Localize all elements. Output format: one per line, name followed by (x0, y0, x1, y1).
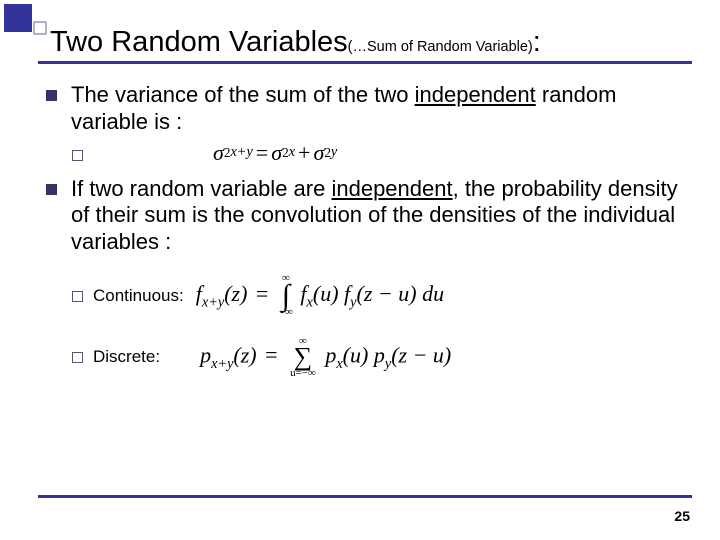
sub-y: y (331, 144, 337, 161)
sup-2: 2 (282, 145, 289, 161)
sum-lower: u=−∞ (290, 368, 316, 378)
bullet-2-pre: If two random variable are (71, 176, 331, 201)
deco-big-square (4, 4, 32, 32)
equals: = (262, 342, 280, 367)
p: p (200, 342, 211, 367)
title-underline-rule (38, 61, 692, 64)
title-subtitle: (…Sum of Random Variable) (348, 39, 533, 55)
bottom-rule (38, 495, 692, 498)
continuous-label: Continuous: (93, 286, 184, 306)
bullet-2: If two random variable are independent, … (46, 176, 684, 256)
int-symbol: ∫ (282, 284, 290, 308)
title-main: Two Random Variables (50, 26, 348, 58)
hollow-bullet-icon (72, 352, 83, 363)
bullet-1: The variance of the sum of the two indep… (46, 82, 684, 136)
equals: = (253, 140, 271, 166)
arg-zmu: (z − u) (357, 281, 417, 306)
arg-zmu: (z − u) (391, 342, 451, 367)
sup-2: 2 (324, 145, 331, 161)
variance-formula: σ2x+y = σ2x + σ2y (213, 140, 337, 166)
arg-z: (z) (224, 281, 247, 306)
deco-small-square (34, 22, 46, 34)
continuous-formula: fx+y(z) = ∞ ∫ −∞ fx(u) fy(z − u) du (196, 274, 444, 318)
sub-xy: x+y (230, 144, 252, 161)
bullet-square-icon (46, 90, 57, 101)
int-lower: −∞ (279, 308, 293, 318)
du: du (422, 281, 444, 306)
discrete-label: Discrete: (93, 347, 160, 367)
discrete-row: Discrete: px+y(z) = ∞ ∑ u=−∞ px(u) py(z … (72, 336, 684, 379)
hollow-bullet-icon (72, 150, 83, 161)
continuous-row: Continuous: fx+y(z) = ∞ ∫ −∞ fx(u) fy(z … (72, 274, 684, 318)
discrete-formula: px+y(z) = ∞ ∑ u=−∞ px(u) py(z − u) (200, 336, 451, 379)
arg-u: (u) (343, 342, 369, 367)
p: p (374, 342, 385, 367)
sigma: σ (213, 140, 224, 166)
integral-icon: ∞ ∫ −∞ (279, 274, 293, 318)
title-colon: : (533, 26, 541, 58)
page-number: 25 (674, 508, 690, 524)
bullet-2-underlined: independent (331, 176, 452, 201)
slide-title: Two Random Variables(…Sum of Random Vari… (50, 26, 684, 59)
sigma: σ (271, 140, 282, 166)
variance-formula-row: σ2x+y = σ2x + σ2y (72, 142, 684, 170)
bullet-square-icon (46, 184, 57, 195)
bullet-1-text: The variance of the sum of the two indep… (71, 82, 684, 136)
bullet-2-text: If two random variable are independent, … (71, 176, 684, 256)
arg-u: (u) (313, 281, 339, 306)
arg-z: (z) (233, 342, 256, 367)
bullet-1-underlined: independent (415, 82, 536, 107)
sub-xy: x+y (202, 294, 224, 310)
p: p (325, 342, 336, 367)
summation-icon: ∞ ∑ u=−∞ (290, 336, 316, 379)
sigma: σ (313, 140, 324, 166)
plus: + (295, 140, 313, 166)
corner-decoration (0, 0, 60, 40)
sub-xy: x+y (211, 356, 233, 372)
equals: = (253, 281, 271, 306)
sum-symbol: ∑ (294, 346, 313, 368)
bullet-1-pre: The variance of the sum of the two (71, 82, 415, 107)
hollow-bullet-icon (72, 291, 83, 302)
